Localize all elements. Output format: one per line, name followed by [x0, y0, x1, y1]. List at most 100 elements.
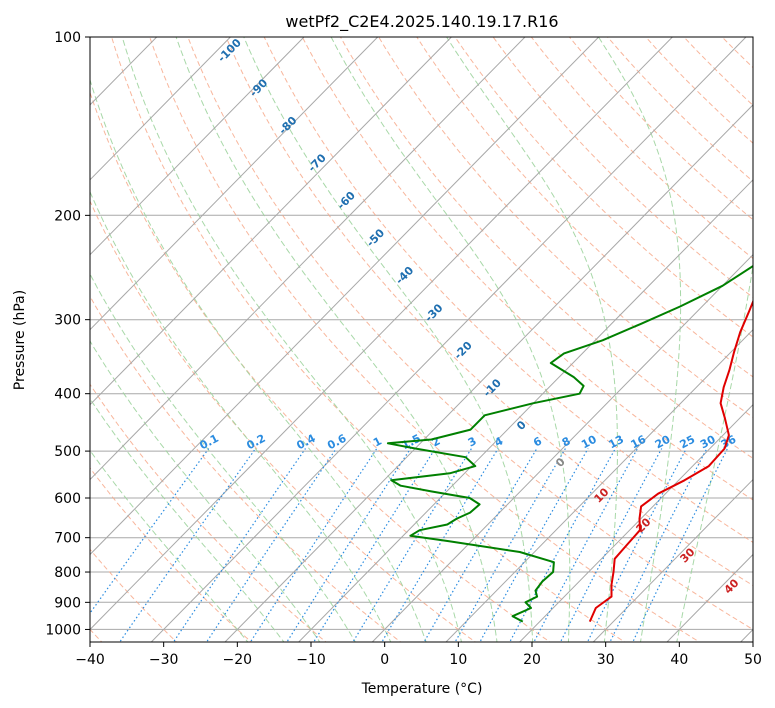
x-tick-label: 50 [744, 652, 762, 668]
mixing-ratio-line [172, 448, 306, 642]
mixing-ratio-line [559, 448, 663, 642]
dry-adiabat-line [747, 24, 775, 645]
isohume-label: -30 [422, 301, 445, 324]
isotherm-line [445, 328, 753, 642]
dry-adiabat-line [90, 91, 551, 642]
mixing-ratio-line [509, 448, 616, 642]
mixing-ratio-label: 8 [560, 434, 573, 449]
mixing-ratio-line [454, 448, 566, 642]
moist-adiabat-line [90, 397, 285, 642]
isohume-label: -70 [306, 151, 329, 174]
dewpoint-profile-line [386, 264, 753, 623]
mixing-ratio-label: 0.6 [325, 432, 349, 453]
moist-adiabat-line [90, 190, 392, 642]
background-grid [0, 24, 775, 645]
dry-adiabat-line [187, 37, 753, 630]
x-tick-label: 30 [597, 652, 615, 668]
isotherm-line [90, 37, 452, 406]
isohume-label: -100 [215, 36, 244, 65]
plot-frame [89, 36, 754, 643]
dry-adiabat-label: 40 [722, 576, 742, 596]
mixing-ratio-label: 20 [653, 433, 673, 452]
isotherm-line [150, 37, 747, 642]
mixing-ratio-line [286, 448, 412, 642]
isotherm-line [90, 37, 600, 556]
mixing-ratio-label: 10 [579, 433, 599, 452]
isotherm-line [298, 179, 753, 642]
moist-adiabat-line [676, 262, 753, 642]
isotherm-line [90, 37, 305, 256]
mixing-ratio-line [586, 448, 687, 642]
y-tick-label: 200 [54, 208, 81, 224]
dry-adiabat-line [111, 37, 626, 642]
x-tick-label: −30 [149, 652, 179, 668]
y-tick-label: 700 [54, 531, 81, 547]
mixing-ratio-label: 36 [719, 433, 739, 452]
isohume-label: -10 [481, 376, 504, 399]
y-tick-label: 400 [54, 387, 81, 403]
dry-adiabat-line [378, 37, 753, 418]
dry-adiabat-line [90, 548, 178, 642]
x-tick-label: −40 [75, 652, 105, 668]
dry-adiabat-line [225, 37, 753, 587]
moist-adiabat-line [175, 37, 498, 642]
moist-adiabat-line [121, 37, 463, 642]
isotherm-line [371, 253, 753, 642]
y-tick-label: 800 [54, 565, 81, 581]
mixing-ratio-line [313, 448, 436, 642]
dry-adiabat-line [416, 37, 753, 378]
moist-adiabat-line [243, 37, 534, 642]
dry-adiabat-line [90, 467, 252, 642]
mixing-ratio-line [381, 448, 499, 642]
dry-adiabat-line [339, 37, 753, 459]
y-tick-label: 600 [54, 491, 81, 507]
isohume-label: -90 [247, 76, 270, 99]
zero-label: 0 [553, 455, 568, 470]
mixing-ratio-label: 25 [678, 433, 698, 452]
moist-adiabat-line [598, 37, 682, 642]
profile-lines [386, 264, 753, 623]
moist-adiabat-line [90, 449, 249, 642]
isotherm-line [0, 37, 9, 642]
y-tick-label: 300 [54, 313, 81, 329]
isotherm-line [90, 37, 379, 331]
dry-adiabat-line [301, 37, 753, 501]
y-tick-label: 1000 [45, 622, 81, 638]
mixing-ratio-label: 0.2 [244, 432, 267, 453]
dry-adiabat-line [530, 37, 753, 260]
dry-adiabat-line [90, 295, 402, 642]
mixing-ratio-line [249, 448, 378, 642]
moist-adiabat-line [446, 37, 618, 642]
mixing-ratio-label: 16 [629, 433, 649, 452]
mixing-ratio-label: 3 [466, 434, 479, 449]
mixing-ratio-label: 4 [492, 434, 505, 449]
isohume-label: -80 [276, 114, 299, 137]
mixing-ratio-line [118, 448, 256, 642]
mixing-ratio-label: 13 [606, 433, 626, 452]
chart-title: wetPf2_C2E4.2025.140.19.17.R16 [285, 12, 558, 32]
moist-adiabat-line [90, 78, 427, 642]
dry-adiabat-line [90, 200, 477, 642]
mixing-ratio-line [90, 448, 210, 615]
isotherm-line [592, 478, 753, 642]
x-tick-label: 20 [523, 652, 541, 668]
y-axis-label: Pressure (hPa) [12, 290, 28, 390]
moist-adiabat-line [90, 340, 321, 642]
mixing-ratio-label: 1 [371, 434, 384, 449]
isohume-label: -40 [393, 264, 416, 287]
isotherm-line [740, 628, 753, 642]
moist-adiabat-line [90, 273, 356, 642]
dry-adiabat-line [90, 383, 327, 642]
temperature-profile-line [588, 299, 753, 623]
x-tick-label: −20 [223, 652, 253, 668]
isohume-label: -60 [335, 189, 358, 212]
x-tick-label: −10 [296, 652, 326, 668]
mixing-ratio-line [632, 448, 729, 642]
mixing-ratio-line [205, 448, 337, 642]
x-tick-label: 40 [670, 652, 688, 668]
isotherm-line [224, 104, 753, 642]
isotherm-line [519, 403, 753, 642]
mixing-ratio-line [479, 448, 589, 642]
mixing-ratio-label: 0.1 [197, 432, 220, 453]
